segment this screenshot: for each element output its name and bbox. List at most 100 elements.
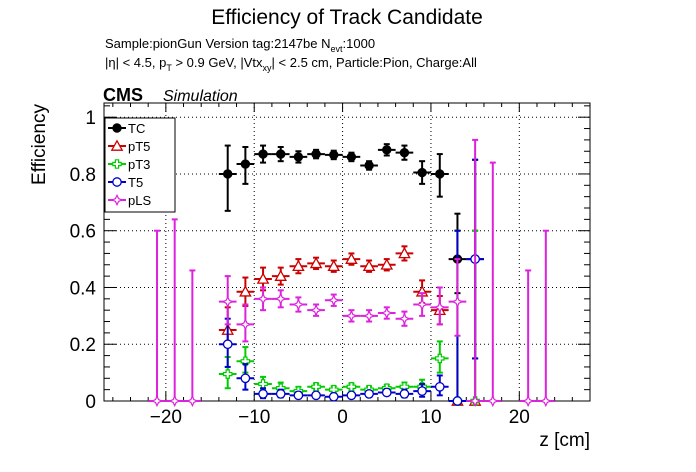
data-point — [183, 269, 202, 408]
marker-shape — [345, 309, 358, 323]
marker-shape — [258, 389, 268, 399]
marker-shape — [240, 373, 251, 384]
x-tick-label: 10 — [420, 407, 441, 428]
marker-shape — [468, 394, 482, 408]
marker-shape — [293, 390, 304, 401]
data-point — [289, 390, 308, 401]
point-marker — [417, 167, 427, 178]
point-marker — [346, 390, 357, 401]
y-tick-label: 0.8 — [70, 165, 96, 186]
marker-shape — [399, 147, 410, 158]
y-axis-ticks: 0 0.2 0.4 0.6 0.8 1 — [70, 105, 590, 413]
point-marker — [486, 394, 499, 408]
data-point — [342, 252, 361, 266]
marker-shape — [222, 339, 233, 350]
marker-shape — [345, 252, 358, 264]
marker-shape — [417, 167, 427, 178]
point-marker — [168, 394, 181, 408]
legend-marker — [112, 123, 122, 133]
marker-shape — [186, 394, 199, 408]
data-point — [271, 266, 290, 286]
point-marker — [380, 306, 393, 320]
data-point — [254, 144, 272, 164]
data-point — [377, 258, 396, 272]
point-marker — [239, 318, 252, 331]
data-point — [236, 363, 255, 391]
point-marker — [223, 169, 233, 179]
x-tick-label: 0 — [337, 407, 348, 428]
point-marker — [240, 159, 251, 169]
series-tc — [218, 143, 484, 360]
data-point — [536, 229, 555, 408]
legend-label: pT5 — [128, 139, 150, 154]
legend-label: T5 — [128, 175, 143, 190]
data-point — [324, 391, 343, 402]
point-marker — [327, 259, 341, 272]
marker-shape — [364, 389, 374, 399]
marker-shape — [380, 258, 394, 270]
point-marker — [309, 256, 323, 269]
data-point — [395, 144, 414, 161]
marker-shape — [240, 159, 251, 169]
subtitle-line2-part-2: > 0.9 GeV, |Vtx — [172, 55, 263, 70]
chart-title: Efficiency of Track Candidate — [211, 6, 483, 29]
point-marker — [362, 309, 376, 323]
point-marker — [256, 272, 270, 284]
legend-marker — [110, 139, 124, 151]
marker-shape — [222, 369, 233, 379]
plot-border — [103, 102, 591, 402]
marker-shape — [398, 246, 411, 259]
marker-shape — [293, 152, 304, 162]
data-point — [236, 276, 255, 307]
marker-shape — [398, 312, 411, 325]
data-point — [307, 390, 325, 401]
data-point — [324, 149, 343, 161]
point-marker — [417, 386, 427, 396]
marker-shape — [382, 145, 392, 155]
point-marker — [399, 389, 410, 399]
marker-shape — [433, 301, 446, 314]
subtitle-line2-part-0: |η| < 4.5, p — [105, 55, 166, 70]
data-point — [148, 229, 166, 408]
marker-shape — [150, 394, 164, 408]
point-marker — [364, 389, 374, 399]
point-marker — [293, 390, 304, 401]
data-point — [271, 388, 290, 399]
marker-shape — [274, 269, 288, 281]
point-marker — [274, 292, 287, 305]
point-marker — [256, 292, 270, 305]
point-marker — [274, 269, 288, 281]
data-point — [377, 143, 396, 157]
marker-shape — [239, 285, 252, 297]
data-point — [377, 306, 396, 320]
legend-entry: TC — [108, 121, 145, 136]
point-marker — [311, 390, 321, 401]
legend-marker — [112, 159, 122, 169]
data-point — [254, 286, 272, 312]
x-tick-label: −20 — [150, 407, 182, 428]
point-marker — [381, 387, 392, 398]
data-point — [289, 150, 308, 164]
marker-shape — [328, 391, 339, 402]
point-marker — [292, 259, 305, 272]
marker-shape — [275, 389, 286, 399]
data-point — [360, 160, 378, 171]
point-marker — [258, 379, 268, 389]
marker-shape — [223, 169, 233, 179]
legend: TC pT5 pT3 T5 pLS — [104, 117, 176, 213]
marker-shape — [346, 390, 357, 401]
point-marker — [362, 259, 376, 272]
point-marker — [186, 394, 199, 408]
marker-shape — [451, 295, 464, 308]
data-point — [360, 389, 378, 399]
marker-shape — [112, 177, 122, 187]
point-marker — [276, 149, 286, 159]
point-marker — [415, 298, 429, 311]
series-pls — [148, 138, 555, 408]
point-marker — [327, 294, 340, 307]
marker-shape — [276, 149, 286, 159]
legend-entry: T5 — [108, 175, 143, 190]
point-marker — [380, 258, 394, 270]
point-marker — [240, 356, 251, 367]
